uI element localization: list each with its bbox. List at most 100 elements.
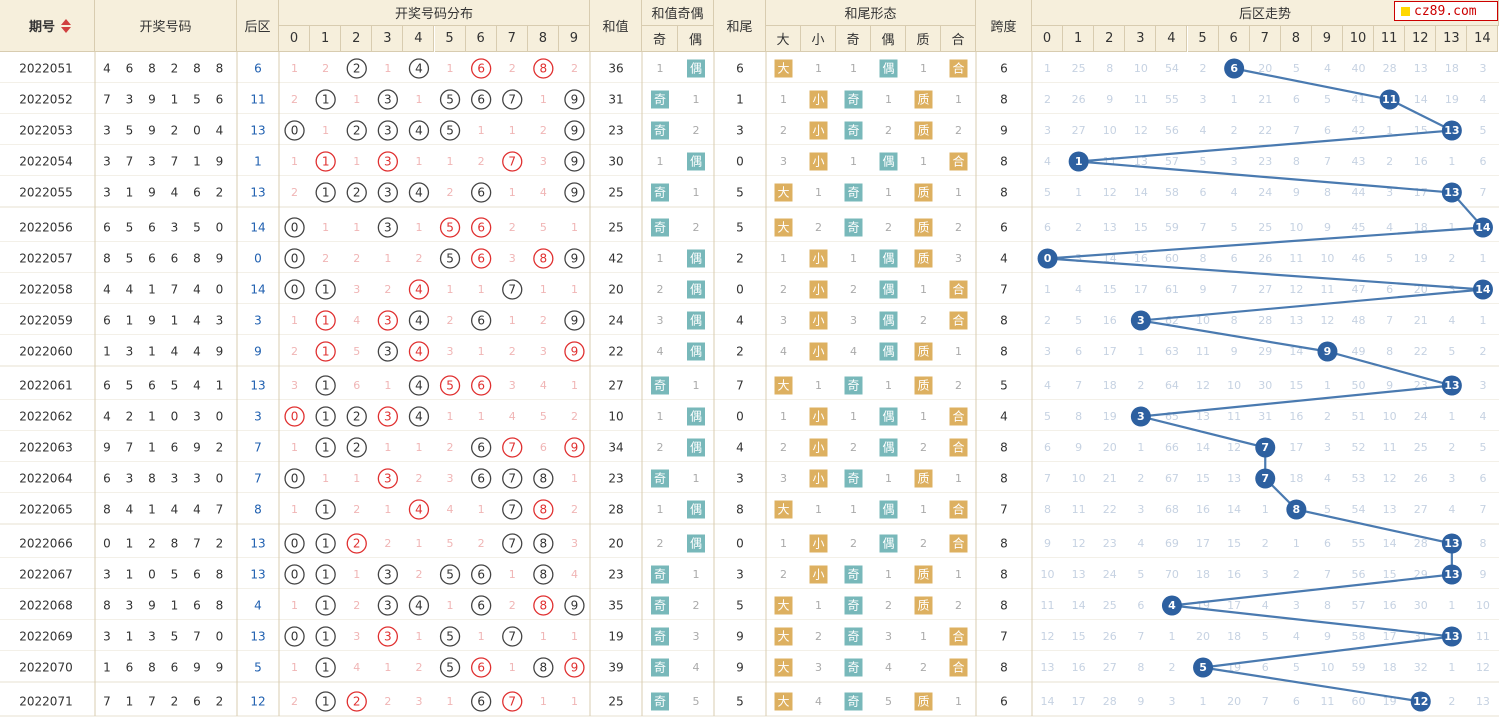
sum-odd-omit: 1 bbox=[657, 155, 664, 168]
header-prime-label: 质 bbox=[916, 33, 930, 48]
trend-omit-value: 4 bbox=[1324, 62, 1331, 75]
dist-hit-value: 3 bbox=[384, 345, 392, 359]
sum-even-omit: 1 bbox=[693, 186, 700, 199]
dist-hit-value: 1 bbox=[322, 441, 330, 455]
row-bg bbox=[0, 242, 1499, 273]
dist-hit-value: 9 bbox=[571, 93, 579, 107]
dist-omit-value: 1 bbox=[478, 503, 485, 516]
trend-point bbox=[1441, 182, 1462, 203]
trend-omit-value: 2 bbox=[1293, 568, 1300, 581]
sum-odd-omit: 2 bbox=[657, 283, 664, 296]
header-issue[interactable]: 期号 bbox=[0, 0, 95, 52]
sum-even-badge bbox=[687, 280, 705, 299]
dist-hit-value: 4 bbox=[415, 62, 423, 76]
tail-even-omit: 2 bbox=[885, 599, 892, 612]
hit-marker bbox=[470, 564, 492, 585]
trend-omit-value: 25 bbox=[1258, 221, 1272, 234]
tail-odd-badge-text: 奇 bbox=[847, 472, 859, 486]
trend-omit-value: 63 bbox=[1165, 345, 1179, 358]
dist-omit-value: 1 bbox=[447, 155, 454, 168]
sum-cell: 25 bbox=[608, 186, 623, 200]
trend-omit-value: 4 bbox=[1075, 283, 1082, 296]
tail-even-omit: 1 bbox=[885, 472, 892, 485]
logo-square-icon bbox=[1401, 6, 1410, 16]
span-cell: 5 bbox=[1000, 379, 1008, 393]
number-cell: 6 bbox=[171, 252, 179, 266]
tail-even-omit: 3 bbox=[885, 630, 892, 643]
trend-point bbox=[1068, 151, 1089, 172]
trend-omit-value: 17 bbox=[1383, 630, 1397, 643]
span-cell: 7 bbox=[1000, 283, 1008, 297]
tail-prime-omit: 2 bbox=[920, 661, 927, 674]
tail-composite-badge-text: 合 bbox=[952, 629, 964, 644]
dist-omit-value: 4 bbox=[509, 410, 516, 423]
sum-odd-badge-text: 奇 bbox=[654, 568, 666, 582]
trend-omit-value: 10 bbox=[1196, 314, 1210, 327]
hit-marker bbox=[377, 217, 399, 238]
hit-marker bbox=[533, 533, 554, 554]
sum-cell: 24 bbox=[608, 314, 623, 328]
trend-omit-value: 2 bbox=[1044, 93, 1051, 106]
trend-omit-value: 16 bbox=[1289, 410, 1303, 423]
header-trend-col-2: 2 bbox=[1094, 26, 1126, 52]
hit-repeat-marker bbox=[439, 375, 461, 396]
tail-cell: 4 bbox=[736, 441, 744, 455]
trend-omit-value: 4 bbox=[1324, 472, 1331, 485]
dist-omit-value: 2 bbox=[447, 186, 454, 199]
hit-marker bbox=[284, 468, 305, 489]
number-cell: 9 bbox=[216, 345, 224, 359]
trend-omit-value: 3 bbox=[1168, 695, 1175, 708]
number-cell: 8 bbox=[103, 599, 111, 613]
trend-omit-value: 16 bbox=[1072, 661, 1086, 674]
dist-hit-value: 1 bbox=[322, 379, 330, 393]
header-tail-shape-label: 和尾形态 bbox=[844, 7, 897, 22]
number-cell: 3 bbox=[126, 472, 134, 486]
hit-repeat-marker bbox=[315, 341, 336, 362]
tail-composite-badge bbox=[949, 627, 968, 646]
trend-omit-value: 60 bbox=[1165, 252, 1179, 265]
dist-omit-value: 1 bbox=[447, 283, 454, 296]
dist-hit-value: 5 bbox=[446, 630, 454, 644]
header-trend-col-4: 4 bbox=[1156, 26, 1188, 52]
trend-omit-value: 6 bbox=[1044, 221, 1051, 234]
brand-logo[interactable]: cz89.com bbox=[1394, 1, 1498, 21]
number-cell: 4 bbox=[126, 503, 134, 517]
issue-cell: 2022065 bbox=[19, 503, 72, 517]
tail-prime-badge bbox=[914, 121, 933, 140]
tail-odd-badge bbox=[844, 376, 863, 395]
dist-hit-value: 6 bbox=[477, 314, 485, 328]
hit-marker bbox=[502, 279, 523, 300]
hit-marker bbox=[315, 437, 336, 458]
sum-even-badge-text: 偶 bbox=[690, 283, 702, 297]
span-cell: 8 bbox=[1000, 314, 1008, 328]
dist-omit-value: 2 bbox=[478, 155, 485, 168]
table-row bbox=[0, 114, 1499, 146]
back-cell: 14 bbox=[250, 283, 265, 297]
trend-point bbox=[1255, 468, 1276, 489]
dist-omit-value: 1 bbox=[291, 661, 298, 674]
hit-repeat-marker bbox=[408, 279, 430, 300]
sort-icon[interactable] bbox=[60, 18, 72, 34]
dist-hit-value: 1 bbox=[322, 345, 330, 359]
tail-odd-badge-text: 奇 bbox=[847, 599, 859, 613]
tail-prime-badge-text: 质 bbox=[917, 472, 929, 486]
number-cell: 6 bbox=[126, 661, 134, 675]
number-cell: 3 bbox=[126, 93, 134, 107]
trend-omit-value: 42 bbox=[1352, 124, 1366, 137]
sum-cell: 28 bbox=[608, 503, 623, 517]
span-cell: 7 bbox=[1000, 503, 1008, 517]
dist-omit-value: 2 bbox=[540, 314, 547, 327]
number-cell: 9 bbox=[193, 661, 201, 675]
trend-omit-value: 1 bbox=[1324, 379, 1331, 392]
hit-marker bbox=[470, 691, 492, 712]
dist-omit-value: 1 bbox=[384, 62, 391, 75]
tail-odd-badge-text: 奇 bbox=[847, 568, 859, 582]
issue-cell: 2022051 bbox=[19, 62, 72, 76]
number-cell: 2 bbox=[171, 124, 179, 138]
tail-cell: 2 bbox=[736, 252, 744, 266]
dist-omit-value: 1 bbox=[415, 221, 422, 234]
dist-hit-value: 9 bbox=[571, 314, 579, 328]
trend-omit-value: 6 bbox=[1044, 441, 1051, 454]
tail-even-omit: 1 bbox=[885, 186, 892, 199]
table-row bbox=[0, 242, 1499, 274]
